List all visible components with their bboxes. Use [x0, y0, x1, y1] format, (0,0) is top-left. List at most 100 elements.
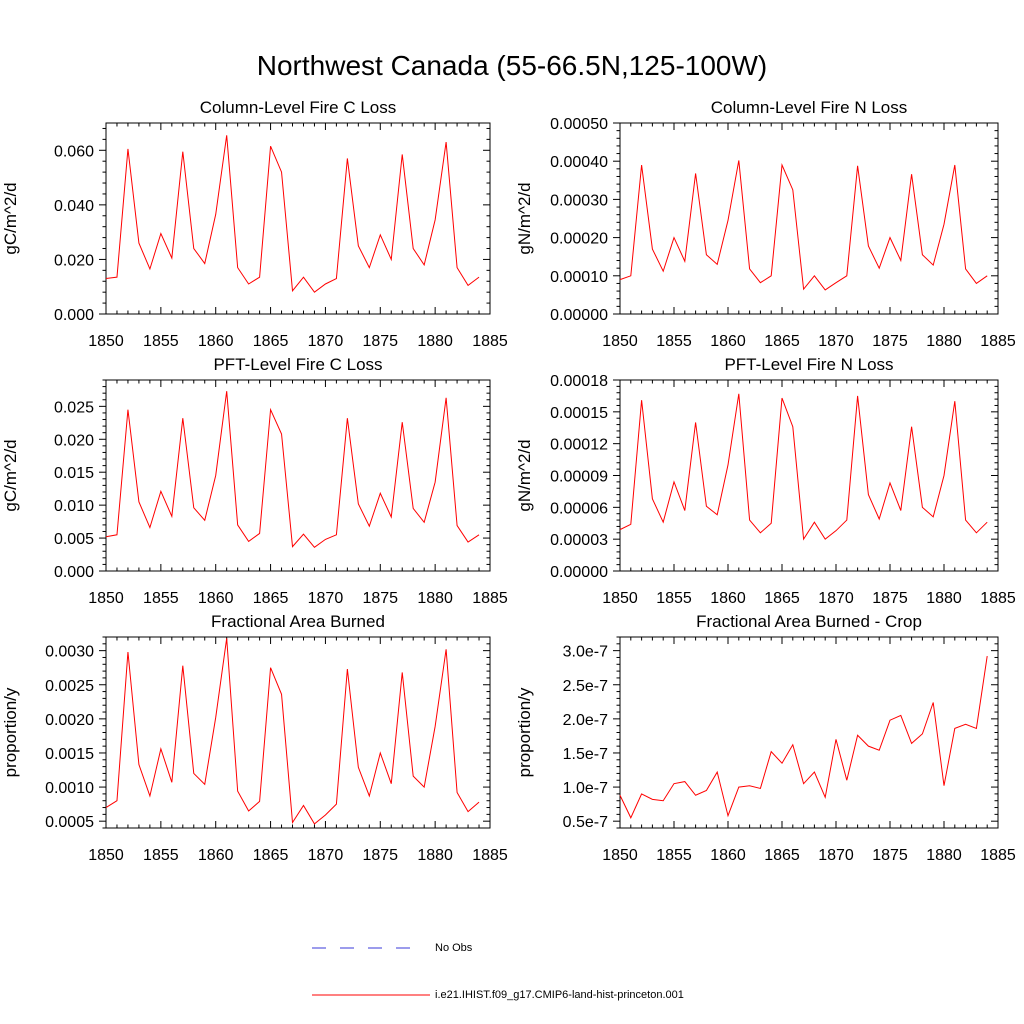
x-tick-label: 1855 [656, 333, 692, 350]
plot-frame [105, 379, 491, 572]
y-tick-label: 0.0005 [45, 814, 94, 831]
y-tick-label: 2.5e-7 [563, 678, 608, 695]
x-tick-label: 1860 [198, 333, 234, 350]
x-tick-label: 1865 [764, 333, 800, 350]
y-tick-label: 0.00018 [550, 373, 608, 390]
y-tick-label: 1.0e-7 [563, 780, 608, 797]
y-tick-label: 0.5e-7 [563, 814, 608, 831]
y-tick-label: 0.0025 [45, 678, 94, 695]
x-tick-label: 1855 [143, 590, 179, 607]
chart-panel-2: 1850 1855 1860 1865 1870 1875 1880 1885 0.00000 0… [515, 98, 1016, 350]
y-tick-label: 0.020 [54, 432, 94, 449]
x-tick-label: 1855 [656, 847, 692, 864]
series-line [619, 656, 988, 819]
y-tick-label: 0.020 [54, 252, 94, 269]
x-tick-label: 1860 [198, 590, 234, 607]
x-tick-label: 1875 [362, 590, 398, 607]
y-tick-label: 0.010 [54, 498, 94, 515]
y-tick-label: 0.00000 [550, 564, 608, 581]
y-axis-label: gC/m^2/d [1, 182, 20, 254]
y-tick-label: 0.025 [54, 399, 94, 416]
x-tick-label: 1880 [417, 333, 453, 350]
series-line [619, 393, 988, 541]
y-axis-label: gC/m^2/d [1, 439, 20, 511]
x-tick-label: 1870 [308, 847, 344, 864]
x-tick-label: 1860 [710, 847, 746, 864]
x-tick-label: 1865 [764, 590, 800, 607]
chart-panel-6: 1850 1855 1860 1865 1870 1875 1880 1885 0.5e-7 1.… [515, 612, 1016, 864]
series-line [619, 160, 988, 291]
y-tick-label: 0.0020 [45, 712, 94, 729]
x-tick-label: 1875 [872, 590, 908, 607]
y-tick-label: 0.000 [54, 564, 94, 581]
x-tick-label: 1850 [88, 590, 124, 607]
y-tick-label: 0.00010 [550, 269, 608, 286]
x-tick-label: 1870 [818, 590, 854, 607]
y-tick-label: 0.0010 [45, 780, 94, 797]
x-tick-label: 1885 [980, 847, 1016, 864]
x-tick-label: 1885 [472, 847, 508, 864]
x-tick-label: 1860 [710, 590, 746, 607]
y-tick-label: 0.00015 [550, 405, 608, 422]
y-tick-label: 0.015 [54, 465, 94, 482]
y-axis-label: gN/m^2/d [515, 439, 534, 511]
y-tick-label: 3.0e-7 [563, 644, 608, 661]
y-tick-label: 2.0e-7 [563, 712, 608, 729]
chart-title: Fractional Area Burned [211, 612, 385, 631]
x-tick-label: 1875 [872, 847, 908, 864]
x-tick-label: 1850 [88, 333, 124, 350]
y-tick-label: 0.040 [54, 198, 94, 215]
x-tick-label: 1850 [602, 847, 638, 864]
x-tick-label: 1850 [602, 333, 638, 350]
chart-panel-1: 1850 1855 1860 1865 1870 1875 1880 1885 0.000 0.0… [1, 98, 508, 350]
chart-title: Column-Level Fire C Loss [200, 98, 397, 117]
x-tick-label: 1885 [472, 333, 508, 350]
x-tick-label: 1880 [926, 590, 962, 607]
y-tick-label: 0.00012 [550, 437, 608, 454]
x-tick-label: 1870 [308, 333, 344, 350]
series-line [105, 638, 480, 825]
chart-title: PFT-Level Fire N Loss [724, 355, 893, 374]
legend-model-label: i.e21.IHIST.f09_g17.CMIP6-land-hist-prin… [435, 989, 684, 1001]
x-tick-label: 1875 [362, 847, 398, 864]
x-tick-label: 1860 [710, 333, 746, 350]
y-tick-label: 0.005 [54, 531, 94, 548]
x-tick-label: 1875 [362, 333, 398, 350]
x-tick-label: 1880 [417, 847, 453, 864]
chart-title: Fractional Area Burned - Crop [696, 612, 922, 631]
x-tick-label: 1855 [656, 590, 692, 607]
chart-title: PFT-Level Fire C Loss [213, 355, 382, 374]
y-tick-label: 0.00003 [550, 532, 608, 549]
x-tick-label: 1855 [143, 333, 179, 350]
series-line [105, 135, 480, 293]
y-tick-label: 0.00050 [550, 116, 608, 133]
y-tick-label: 0.00009 [550, 469, 608, 486]
y-axis-label: proportion/y [515, 687, 534, 777]
legend-obs-label: No Obs [435, 942, 473, 954]
y-tick-label: 0.0030 [45, 644, 94, 661]
chart-panel-5: 1850 1855 1860 1865 1870 1875 1880 1885 0.0005 0.… [1, 612, 508, 864]
x-tick-label: 1875 [872, 333, 908, 350]
x-tick-label: 1880 [417, 590, 453, 607]
y-tick-label: 0.00040 [550, 154, 608, 171]
plot-frame [619, 122, 999, 315]
y-tick-label: 0.060 [54, 143, 94, 160]
x-tick-label: 1870 [818, 333, 854, 350]
x-tick-label: 1850 [88, 847, 124, 864]
chart-title: Column-Level Fire N Loss [711, 98, 908, 117]
y-tick-label: 0.0015 [45, 746, 94, 763]
x-tick-label: 1865 [253, 333, 289, 350]
x-tick-label: 1860 [198, 847, 234, 864]
x-tick-label: 1855 [143, 847, 179, 864]
x-tick-label: 1885 [980, 590, 1016, 607]
chart-panel-4: 1850 1855 1860 1865 1870 1875 1880 1885 0.00000 0… [515, 355, 1016, 607]
plot-frame [105, 122, 491, 315]
y-tick-label: 0.00030 [550, 192, 608, 209]
x-tick-label: 1870 [818, 847, 854, 864]
x-tick-label: 1870 [308, 590, 344, 607]
page-title: Northwest Canada (55-66.5N,125-100W) [256, 50, 768, 81]
chart-panel-3: 1850 1855 1860 1865 1870 1875 1880 1885 0.000 0.0… [1, 355, 508, 607]
x-tick-label: 1880 [926, 333, 962, 350]
